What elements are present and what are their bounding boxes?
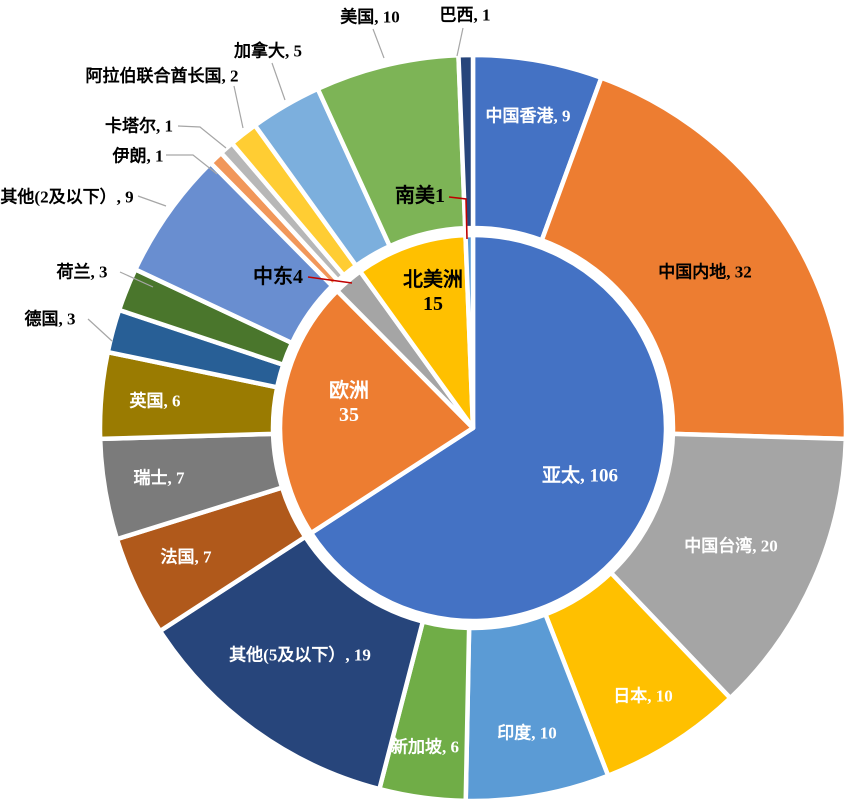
data-label-亚太: 亚太, 106 [542, 464, 618, 487]
leader-line-德国 [87, 318, 113, 342]
data-label-中东: 中东4 [253, 264, 303, 288]
leader-line-美国 [372, 28, 385, 59]
leader-line-南美 [448, 196, 468, 240]
data-label-瑞士: 瑞士, 7 [134, 468, 185, 488]
data-label-中国内地: 中国内地, 32 [658, 262, 752, 282]
data-label-加拿大: 加拿大, 5 [233, 41, 302, 61]
slices-layer [97, 52, 849, 804]
leader-line-荷兰 [119, 271, 154, 288]
data-label-巴西: 巴西, 1 [440, 6, 491, 25]
inner-pie-slice-南美[interactable] [463, 232, 476, 431]
data-label-印度: 印度, 10 [497, 723, 557, 743]
data-label-其他(2及以下）: 其他(2及以下）, 9 [0, 187, 133, 207]
leader-line-阿拉伯联合酋长国 [233, 85, 244, 129]
data-label-美国: 美国, 10 [340, 7, 400, 27]
leader-lines-layer [87, 27, 468, 342]
outer-ring-slice-巴西[interactable] [456, 52, 476, 231]
data-label-其他(5及以下）: 其他(5及以下）, 19 [229, 645, 371, 665]
data-label-南美: 南美1 [395, 183, 445, 207]
data-label-日本: 日本, 10 [613, 686, 673, 706]
data-label-北美洲: 北美洲 15 [403, 267, 463, 315]
leader-line-中东 [307, 276, 353, 284]
leader-line-伊朗 [166, 154, 218, 175]
data-label-卡塔尔: 卡塔尔, 1 [105, 116, 173, 136]
inner-pie-slice-亚太[interactable] [308, 232, 669, 624]
leader-line-卡塔尔 [177, 125, 227, 149]
inner-pie-slice-北美洲[interactable] [357, 232, 476, 431]
leader-line-巴西 [456, 27, 464, 57]
data-label-英国: 英国, 6 [130, 391, 181, 411]
data-label-中国台湾: 中国台湾, 20 [684, 536, 778, 556]
leader-line-其他(2及以下） [137, 195, 167, 207]
data-label-阿拉伯联合酋长国: 阿拉伯联合酋长国, 2 [86, 66, 239, 86]
data-label-新加坡: 新加坡, 6 [391, 737, 459, 757]
data-label-法国: 法国, 7 [161, 547, 212, 567]
data-label-欧洲: 欧洲 35 [329, 378, 369, 426]
outer-ring-slice-其他(5及以下）[interactable] [157, 534, 426, 792]
inner-pie-slice-欧洲[interactable] [277, 288, 476, 536]
outer-ring-slice-中国内地[interactable] [539, 75, 849, 442]
labels-layer: 中国香港, 9 中国内地, 32 中国台湾, 20 日本, 10 印度, 10 新加坡, … [0, 6, 777, 757]
data-label-德国: 德国, 3 [25, 309, 76, 329]
leader-line-加拿大 [271, 62, 286, 101]
data-label-伊朗: 伊朗, 1 [112, 146, 164, 166]
data-label-中国香港: 中国香港, 9 [486, 106, 571, 126]
data-label-荷兰: 荷兰, 3 [57, 262, 108, 282]
